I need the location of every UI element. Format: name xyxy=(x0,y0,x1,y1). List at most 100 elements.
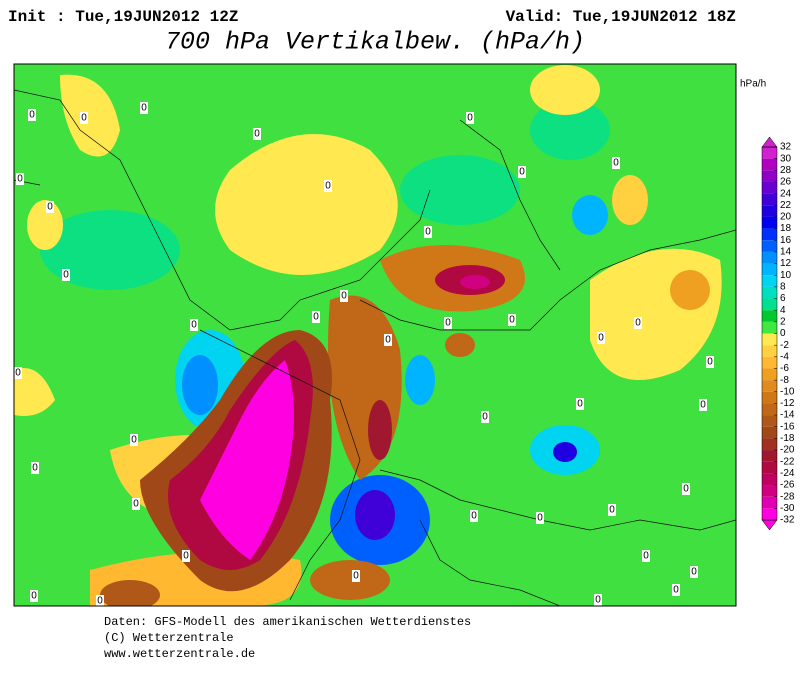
contour-label: 0 xyxy=(29,110,35,121)
contour-label-group: 0 xyxy=(96,595,104,607)
colorbar-tick-label: -32 xyxy=(780,515,795,526)
contour-label-group: 0 xyxy=(612,157,620,169)
colorbar-swatch xyxy=(762,496,777,509)
contour-label-bg xyxy=(634,317,642,329)
contour-label: 0 xyxy=(482,412,488,423)
colorbar-swatch xyxy=(762,298,777,311)
contour-label: 0 xyxy=(700,400,706,411)
colorbar-swatch xyxy=(762,251,777,264)
contour-label: 0 xyxy=(325,181,331,192)
contour-label: 0 xyxy=(598,333,604,344)
contour-label-bg xyxy=(612,157,620,169)
colorbar: 32302826242220181614121086420-2-4-6-8-10… xyxy=(761,136,795,531)
colorbar-arrow-top xyxy=(761,136,778,148)
colorbar-tick-label: 14 xyxy=(780,247,792,258)
colorbar-swatch xyxy=(762,286,777,299)
contour-label-group: 0 xyxy=(576,398,584,410)
contour-label-bg xyxy=(28,109,36,121)
colorbar-swatch xyxy=(762,263,777,276)
contour-label-bg xyxy=(518,166,526,178)
contour-label-group: 0 xyxy=(384,334,392,346)
contour-label-group: 0 xyxy=(182,550,190,562)
contour-label-group: 0 xyxy=(608,504,616,516)
colorbar-swatch xyxy=(762,438,777,451)
contour-label-group: 0 xyxy=(132,498,140,510)
colorbar-swatch xyxy=(762,403,777,416)
contour-label: 0 xyxy=(635,318,641,329)
colorbar-tick-label: -4 xyxy=(780,351,789,362)
colorbar-swatch xyxy=(762,275,777,287)
contour-label-group: 0 xyxy=(16,173,24,185)
contour-label-bg xyxy=(130,434,138,446)
colorbar-tick-label: 4 xyxy=(780,305,786,316)
contour-label-group: 0 xyxy=(682,483,690,495)
contour-label-bg xyxy=(312,311,320,323)
colorbar-swatch xyxy=(762,333,777,346)
contour-label: 0 xyxy=(425,227,431,238)
colorbar-tick-label: -14 xyxy=(780,410,795,421)
colorbar-swatch xyxy=(762,473,777,486)
valid-time: Valid: Tue,19JUN2012 18Z xyxy=(506,8,736,26)
colorbar-swatch xyxy=(762,391,777,404)
contour-label-group: 0 xyxy=(28,109,36,121)
colorbar-tick-label: 32 xyxy=(780,142,792,153)
contour-label-bg xyxy=(31,462,39,474)
contour-label-bg xyxy=(253,128,261,140)
contour-label: 0 xyxy=(32,463,38,474)
colorbar-tick-label: -8 xyxy=(780,375,789,386)
colorbar-arrow-bottom xyxy=(761,519,778,531)
contour-label: 0 xyxy=(537,513,543,524)
colorbar-tick-label: 10 xyxy=(780,270,792,281)
map-frame xyxy=(13,63,737,607)
footer-line: www.wetterzentrale.de xyxy=(104,647,255,661)
contour-label-group: 0 xyxy=(312,311,320,323)
colorbar-swatch xyxy=(762,450,777,462)
contour-label-bg xyxy=(466,112,474,124)
contour-label-bg xyxy=(182,550,190,562)
contour-label: 0 xyxy=(254,129,260,140)
contour-label-group: 0 xyxy=(324,180,332,192)
colorbar-tick-label: -12 xyxy=(780,398,795,409)
contour-label-bg xyxy=(706,356,714,368)
contour-label: 0 xyxy=(577,399,583,410)
contour-label: 0 xyxy=(141,103,147,114)
colorbar-tick-label: -10 xyxy=(780,386,795,397)
contour-label-group: 0 xyxy=(642,550,650,562)
contour-label-bg xyxy=(132,498,140,510)
contour-label-group: 0 xyxy=(190,319,198,331)
contour-label: 0 xyxy=(385,335,391,346)
map: 0 0 0 0 0 0 0 0 0 0 0 0 0 0 0 0 0 0 0 0 0 0 0 0 0 0 0 0 0 0 0 0 0 0 0 0 0 0 0 0 xyxy=(13,63,737,607)
colorbar-swatch xyxy=(762,426,777,439)
colorbar-tick-label: 18 xyxy=(780,223,792,234)
contour-label-bg xyxy=(444,317,452,329)
contour-label-group: 0 xyxy=(424,226,432,238)
colorbar-swatch xyxy=(762,508,777,520)
colorbar-swatch xyxy=(762,170,777,182)
contour-label: 0 xyxy=(133,499,139,510)
contour-label-group: 0 xyxy=(706,356,714,368)
map-title: 700 hPa Vertikalbew. (hPa/h) xyxy=(165,28,585,57)
contour-label-bg xyxy=(682,483,690,495)
colorbar-swatch xyxy=(762,228,777,241)
contour-label-group: 0 xyxy=(14,367,22,379)
contour-label-group: 0 xyxy=(634,317,642,329)
contour-label: 0 xyxy=(81,113,87,124)
contour-label-group: 0 xyxy=(699,399,707,411)
contour-label-bg xyxy=(508,314,516,326)
contour-label-group: 0 xyxy=(140,102,148,114)
contour-label-bg xyxy=(481,411,489,423)
contour-label-bg xyxy=(324,180,332,192)
colorbar-tick-label: -22 xyxy=(780,456,795,467)
contour-label: 0 xyxy=(471,511,477,522)
contour-label-group: 0 xyxy=(672,584,680,596)
contour-label-group: 0 xyxy=(130,434,138,446)
contour-label-bg xyxy=(576,398,584,410)
contour-label-bg xyxy=(80,112,88,124)
colorbar-tick-label: 6 xyxy=(780,293,786,304)
contour-label-group: 0 xyxy=(46,201,54,213)
contour-label-bg xyxy=(14,367,22,379)
contour-label-group: 0 xyxy=(690,566,698,578)
colorbar-swatch xyxy=(762,205,777,217)
colorbar-swatch xyxy=(762,181,777,194)
